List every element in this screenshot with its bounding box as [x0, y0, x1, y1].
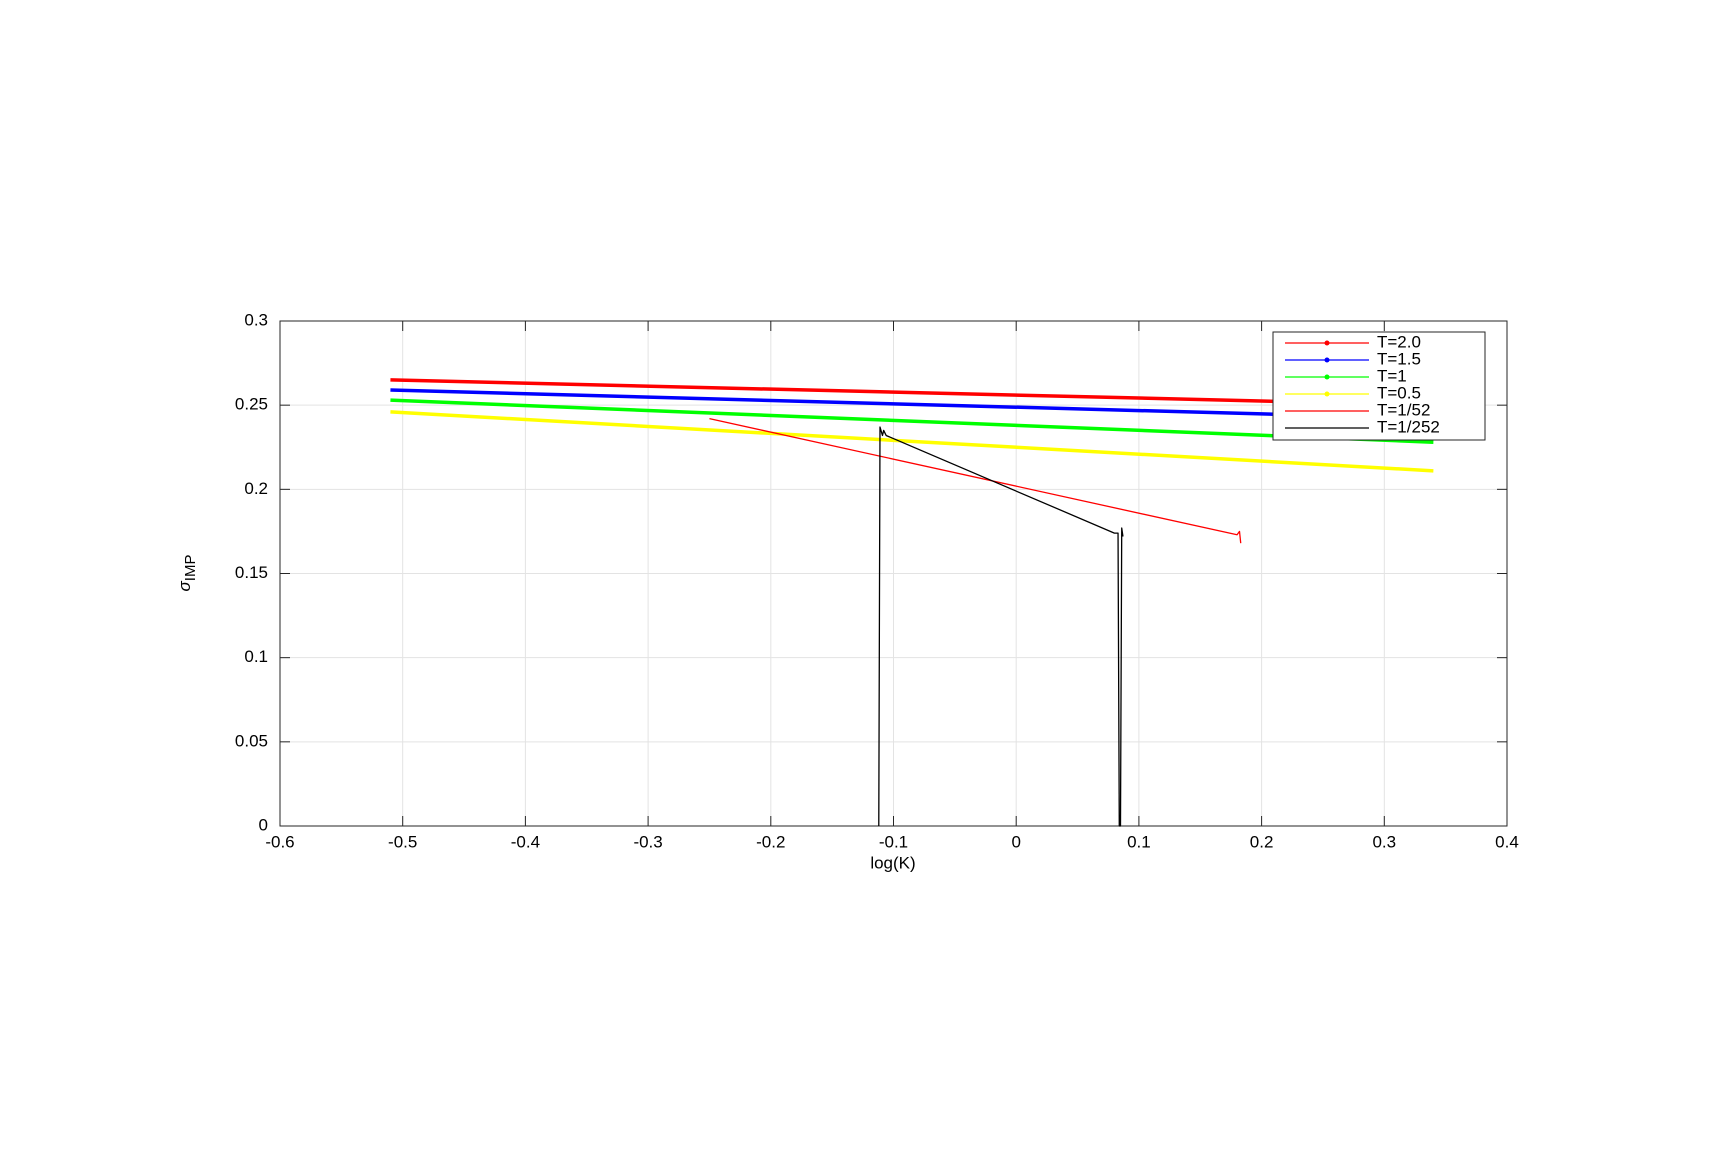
legend-label: T=1/252	[1377, 417, 1440, 436]
legend-box	[1272, 331, 1486, 441]
y-tick-label: 0.15	[235, 563, 268, 582]
legend-marker	[1324, 357, 1330, 363]
plot-frame	[279, 320, 1508, 827]
x-tick-label: -0.6	[265, 832, 294, 851]
legend-label: T=1.5	[1377, 349, 1421, 368]
x-tick-label: 0	[1011, 832, 1020, 851]
x-tick-label: 0.3	[1372, 832, 1396, 851]
legend-label: T=2.0	[1377, 332, 1421, 351]
y-tick-label: 0	[259, 815, 268, 834]
x-tick-label: -0.1	[879, 832, 908, 851]
x-tick-label: 0.2	[1250, 832, 1274, 851]
series-line	[878, 426, 1124, 827]
x-tick-label: -0.4	[511, 832, 540, 851]
x-tick-label: 0.4	[1495, 832, 1519, 851]
series-line	[390, 398, 1434, 444]
series-line	[709, 417, 1242, 544]
y-axis-label: σIMP	[175, 555, 198, 592]
y-axis-symbol: σ	[175, 580, 194, 591]
x-tick-label: -0.5	[388, 832, 417, 851]
x-tick-label: -0.3	[633, 832, 662, 851]
series-line	[390, 378, 1434, 407]
x-tick-label: 0.1	[1127, 832, 1151, 851]
series-line	[390, 388, 1434, 421]
legend-marker	[1324, 340, 1330, 346]
x-axis-label: log(K)	[870, 853, 915, 872]
y-tick-label: 0.25	[235, 395, 268, 414]
y-tick-label: 0.05	[235, 731, 268, 750]
series-line	[390, 410, 1434, 473]
y-axis-subscript: IMP	[182, 555, 199, 582]
x-tick-label: -0.2	[756, 832, 785, 851]
y-tick-label: 0.1	[244, 647, 268, 666]
legend-marker	[1324, 391, 1330, 397]
legend-label: T=1/52	[1377, 400, 1430, 419]
legend-label: T=0.5	[1377, 383, 1421, 402]
legend-marker	[1324, 374, 1330, 380]
y-tick-label: 0.3	[244, 310, 268, 329]
y-tick-label: 0.2	[244, 479, 268, 498]
legend-label: T=1	[1377, 366, 1407, 385]
